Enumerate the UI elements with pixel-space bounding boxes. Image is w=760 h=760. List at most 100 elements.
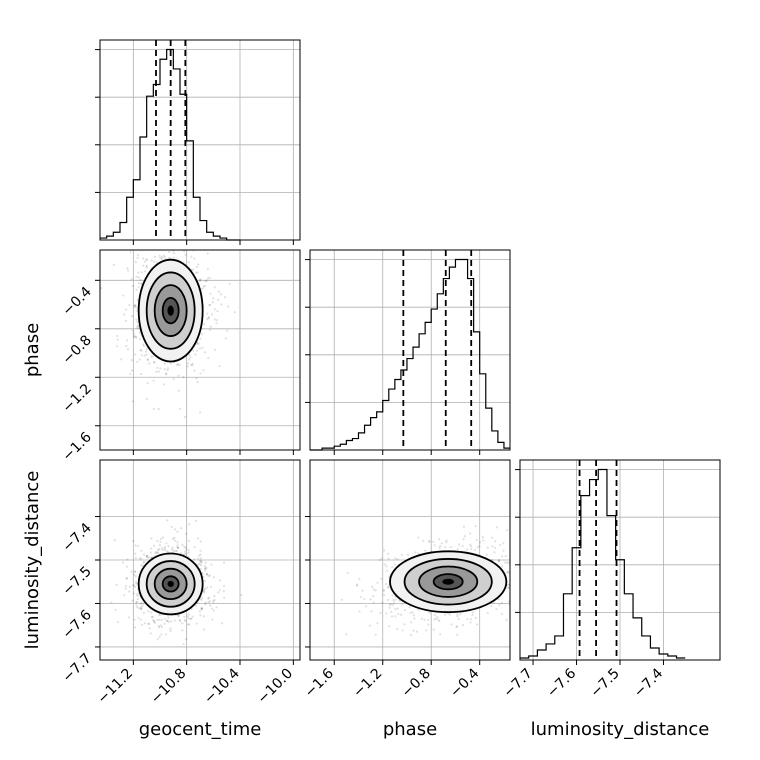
scatter-point xyxy=(178,619,182,623)
scatter-point xyxy=(155,246,157,248)
scatter-point xyxy=(160,547,164,550)
scatter-point xyxy=(507,600,510,603)
scatter-point xyxy=(137,544,140,548)
scatter-point xyxy=(206,277,210,280)
scatter-point xyxy=(125,577,129,580)
xlabel-geocent-time: geocent_time xyxy=(139,719,262,740)
scatter-point xyxy=(141,264,145,267)
scatter-point xyxy=(134,574,137,578)
scatter-point xyxy=(132,332,135,335)
scatter-point xyxy=(450,623,453,626)
scatter-point xyxy=(153,255,157,258)
panel-luminosity_distance-luminosity_distance: −7.7 −7.6 −7.5 −7.4 xyxy=(501,459,721,701)
scatter-point xyxy=(125,339,129,342)
scatter-point xyxy=(159,537,163,540)
scatter-point xyxy=(406,553,410,557)
scatter-point xyxy=(194,604,197,607)
scatter-point xyxy=(211,301,214,304)
scatter-point xyxy=(137,325,140,328)
scatter-point xyxy=(183,545,186,548)
scatter-point xyxy=(368,624,372,627)
scatter-point xyxy=(396,558,399,561)
scatter-point xyxy=(385,565,388,568)
scatter-point xyxy=(172,377,175,381)
xtick-label-phase-2: −0.8 xyxy=(399,666,434,701)
scatter-point xyxy=(428,540,431,544)
scatter-point xyxy=(469,532,472,535)
scatter-point xyxy=(152,260,156,264)
scatter-point xyxy=(525,586,527,588)
scatter-point xyxy=(345,633,348,636)
scatter-point xyxy=(125,345,128,348)
scatter-point xyxy=(340,598,343,601)
scatter-point xyxy=(461,544,464,548)
scatter-point xyxy=(437,618,440,621)
scatter-point xyxy=(176,544,179,547)
scatter-point xyxy=(129,372,132,376)
scatter-point xyxy=(422,539,425,543)
scatter-point xyxy=(498,559,501,563)
scatter-point xyxy=(135,288,138,292)
scatter-point xyxy=(213,598,216,602)
scatter-point xyxy=(155,370,158,374)
ytick-label-phase-3: −0.4 xyxy=(59,284,94,319)
scatter-point xyxy=(157,548,160,551)
scatter-point xyxy=(209,604,212,607)
scatter-point xyxy=(478,541,482,544)
scatter-point xyxy=(159,256,162,259)
scatter-point xyxy=(387,557,390,560)
scatter-point xyxy=(203,565,206,568)
scatter-point xyxy=(189,617,192,620)
scatter-point xyxy=(183,618,186,622)
scatter-point xyxy=(528,617,530,619)
scatter-point xyxy=(136,606,139,609)
scatter-point xyxy=(172,256,175,259)
scatter-point xyxy=(449,546,452,549)
scatter-point xyxy=(203,591,206,594)
scatter-point xyxy=(386,569,389,572)
scatter-point xyxy=(380,557,383,560)
scatter-point xyxy=(147,610,150,613)
scatter-point xyxy=(385,612,388,615)
scatter-point xyxy=(515,586,517,588)
scatter-point xyxy=(397,612,400,616)
scatter-point xyxy=(161,256,164,259)
scatter-point xyxy=(494,540,497,543)
scatter-point xyxy=(388,625,391,628)
ylabel-phase: phase xyxy=(22,323,43,377)
scatter-point xyxy=(193,545,196,549)
ylabel-luminosity-distance: luminosity_distance xyxy=(22,471,43,650)
scatter-point xyxy=(213,594,216,598)
scatter-point xyxy=(133,626,137,629)
scatter-point xyxy=(525,546,527,548)
scatter-point xyxy=(205,572,209,575)
scatter-point xyxy=(137,282,140,285)
scatter-point xyxy=(202,590,205,593)
scatter-point xyxy=(154,551,157,554)
scatter-point xyxy=(176,530,179,533)
scatter-point xyxy=(512,572,514,574)
scatter-point xyxy=(140,606,143,609)
scatter-point xyxy=(135,326,139,329)
scatter-point xyxy=(156,550,159,553)
scatter-point xyxy=(481,536,485,539)
scatter-point xyxy=(158,635,161,638)
scatter-point xyxy=(164,633,168,636)
scatter-point xyxy=(379,611,382,615)
scatter-point xyxy=(504,554,507,558)
scatter-point xyxy=(150,259,153,262)
scatter-point xyxy=(185,532,188,536)
scatter-point xyxy=(401,629,404,632)
scatter-point xyxy=(524,599,526,601)
scatter-point xyxy=(149,551,153,554)
scatter-point xyxy=(222,590,225,593)
scatter-point xyxy=(391,566,394,569)
scatter-point xyxy=(202,589,205,593)
scatter-point xyxy=(151,355,154,358)
scatter-point xyxy=(167,620,170,623)
scatter-point xyxy=(498,603,501,606)
scatter-point xyxy=(208,304,211,307)
scatter-point xyxy=(209,325,212,328)
scatter-point xyxy=(191,615,194,618)
panel-phase-luminosity_distance: −1.6 −1.2 −0.8 −0.4 xyxy=(302,459,530,701)
